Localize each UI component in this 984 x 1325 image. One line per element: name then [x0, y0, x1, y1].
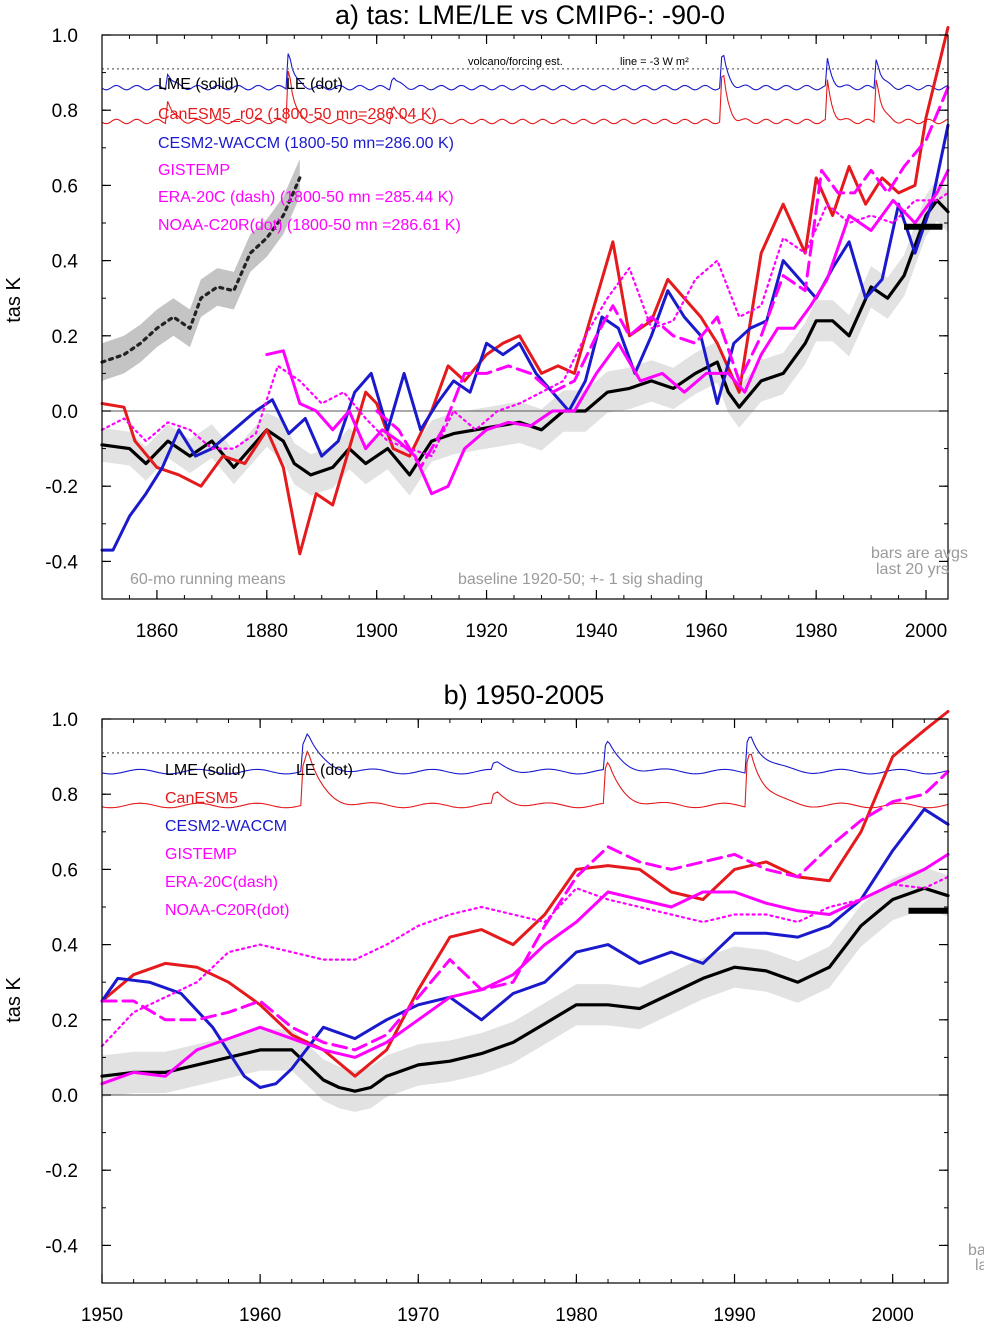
panel-b-legend-gistemp: GISTEMP [165, 846, 237, 863]
y-tick-label: -0.2 [45, 1161, 78, 1182]
y-tick-label: -0.2 [45, 477, 78, 498]
x-tick-label: 1920 [465, 621, 507, 642]
panel-b: b) 1950-2005 1.00.80.60.40.20.0-0.2-0.41… [3, 680, 984, 1325]
panel-b-legend-lme: LME (solid) [165, 762, 246, 779]
series-canesm5-r02 [100, 26, 950, 556]
x-tick-label: 1980 [555, 1305, 597, 1325]
panel-a-plot-frame [101, 34, 949, 600]
panel-a-legend-le: LE (dot) [286, 76, 343, 93]
panel-a-legend-cesm: CESM2-WACCM (1800-50 mn=286.00 K) [158, 135, 454, 152]
panel-a-le-shading [102, 159, 300, 381]
panel-b-legend-le: LE (dot) [296, 762, 353, 779]
series-noaa-c20r-dot [100, 875, 950, 1048]
panel-a-series [100, 26, 950, 556]
x-tick-label: 1970 [397, 1305, 439, 1325]
x-tick-label: 1990 [713, 1305, 755, 1325]
panel-a-volcano-line-label: line = -3 W m² [620, 56, 689, 68]
series-era-20c-dash [100, 770, 950, 1052]
y-tick-label: 0.8 [52, 101, 78, 122]
volcano-trace-cesm [101, 733, 949, 775]
y-tick-label: 0.4 [52, 252, 79, 273]
series-lme-solid [100, 198, 950, 477]
panel-b-legend-canesm: CanESM5 [165, 790, 238, 807]
panel-a-note-bars1: bars are avgs [871, 545, 968, 562]
x-tick-label: 2000 [872, 1305, 914, 1325]
panel-b-volcano-forcing [101, 733, 949, 809]
series-cesm2-waccm [100, 807, 950, 1089]
panel-a-volcano-label: volcano/forcing est. [468, 56, 563, 68]
panel-a-lme-shading [102, 179, 948, 496]
y-tick-label: 0.4 [52, 936, 79, 957]
series-le-dot [100, 176, 302, 364]
panel-a-note-running: 60-mo running means [130, 571, 286, 588]
panel-a-ticks: 1.0 0.8 0.6 0.4 0.2 0.0 -0.2 -0.4 1860 1880 1900 19… [45, 26, 948, 642]
y-tick-label: -0.4 [45, 552, 78, 573]
panel-b-plot-frame [101, 718, 949, 1284]
panel-b-legend-noaa: NOAA-C20R(dot) [165, 902, 289, 919]
series-canesm5 [100, 710, 950, 1078]
lme-sigma-shading [102, 179, 948, 496]
panel-b-note-bars1: ba [968, 1242, 984, 1259]
panel-a-volcano-forcing [101, 53, 949, 125]
y-tick-label: 0.0 [52, 1086, 78, 1107]
le-sigma-shading [102, 159, 300, 381]
y-tick-label: 1.0 [52, 26, 78, 47]
volcano-trace-cesm [101, 53, 949, 91]
x-tick-label: 1940 [575, 621, 617, 642]
y-tick-label: 1.0 [52, 710, 78, 731]
panel-a-legend-canesm: CanESM5_r02 (1800-50 mn=286.04 K) [158, 106, 437, 123]
y-tick-label: 0.8 [52, 785, 78, 806]
series-gistemp [100, 852, 950, 1086]
series-noaa-c20r-dot [100, 191, 950, 458]
panel-a: a) tas: LME/LE vs CMIP6-: -90-0 1.0 0.8 0.… [3, 0, 968, 642]
panel-a-ylabel: tas K [3, 277, 25, 323]
panel-a-legend-era: ERA-20C (dash) (1800-50 mn =285.44 K) [158, 189, 454, 206]
lme-sigma-shading [102, 867, 948, 1112]
y-tick-label: 0.0 [52, 402, 78, 423]
y-tick-label: 0.6 [52, 176, 78, 197]
series-lme-solid [100, 886, 950, 1093]
x-tick-label: 1860 [136, 621, 178, 642]
panel-a-note-bars2: last 20 yrs [876, 561, 949, 578]
x-tick-label: 1960 [239, 1305, 281, 1325]
y-tick-label: 0.6 [52, 860, 78, 881]
series-gistemp [265, 168, 950, 496]
series-era-20c-dash [375, 86, 950, 469]
x-tick-label: 2000 [905, 621, 947, 642]
panel-b-ylabel: tas K [3, 977, 25, 1023]
volcano-trace-canesm [101, 70, 949, 125]
panel-b-legend-cesm: CESM2-WACCM [165, 818, 287, 835]
panel-b-title: b) 1950-2005 [444, 680, 605, 710]
x-tick-label: 1980 [795, 621, 837, 642]
x-tick-label: 1960 [685, 621, 727, 642]
volcano-trace-canesm [101, 750, 949, 809]
panel-a-legend-noaa: NOAA-C20R(dot) (1800-50 mn =286.61 K) [158, 217, 461, 234]
panel-b-ticks: 1.0 0.8 0.6 0.4 0.2 0.0 -0.2 -0.4 1950 1960 1970 19… [45, 710, 948, 1325]
y-tick-label: -0.4 [45, 1236, 78, 1257]
y-tick-label: 0.2 [52, 327, 78, 348]
series-cesm2-waccm [100, 123, 950, 552]
panel-a-note-baseline: baseline 1920-50; +- 1 sig shading [458, 571, 703, 588]
panel-b-series [100, 710, 950, 1093]
panel-a-title: a) tas: LME/LE vs CMIP6-: -90-0 [335, 0, 725, 30]
panel-b-note-bars2: la [975, 1257, 984, 1274]
panel-a-legend-gistemp: GISTEMP [158, 162, 230, 179]
y-tick-label: 0.2 [52, 1011, 78, 1032]
panel-b-lme-shading [102, 867, 948, 1112]
panel-b-legend-era: ERA-20C(dash) [165, 874, 278, 891]
x-tick-label: 1950 [81, 1305, 123, 1325]
x-tick-label: 1880 [246, 621, 288, 642]
x-tick-label: 1900 [356, 621, 398, 642]
panel-a-legend-lme: LME (solid) [158, 76, 239, 93]
